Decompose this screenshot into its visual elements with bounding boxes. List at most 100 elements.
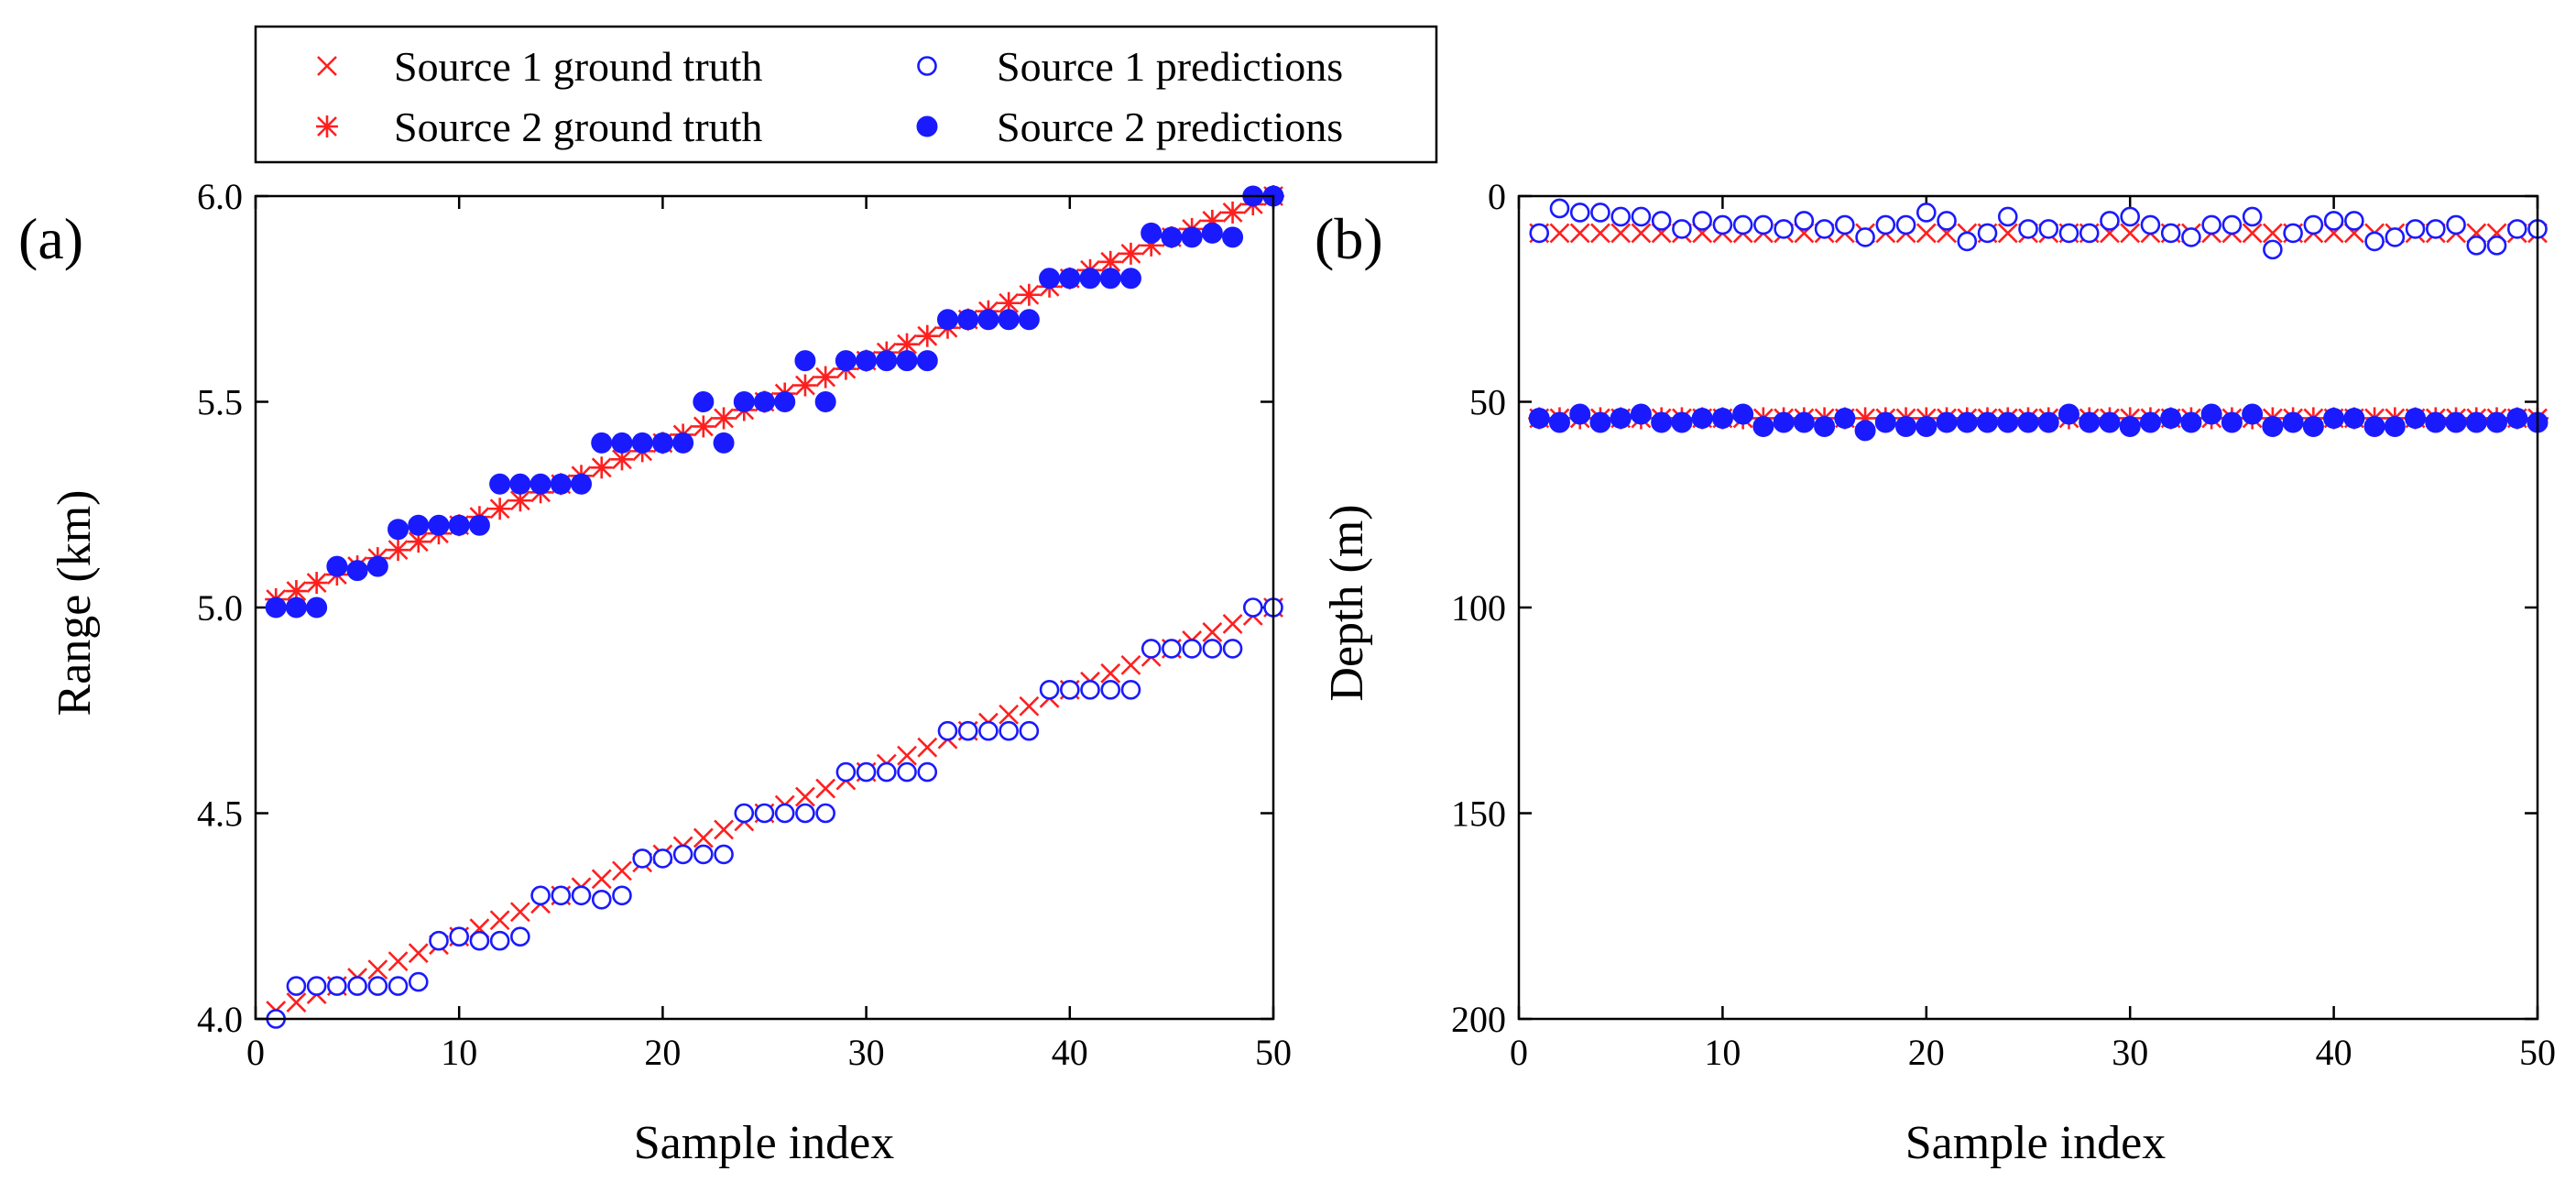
data-point [2486,235,2507,256]
data-point [1937,211,1957,231]
data-point [571,885,592,906]
data-point [2283,223,2303,244]
legend: Source 1 ground truth Source 1 predictio… [254,25,1438,164]
data-point [2242,206,2263,227]
data-point [1834,407,1856,429]
panel-b-ylabel: Depth (m) [1321,504,1373,701]
xtick-label: 10 [441,1032,477,1073]
data-point [897,745,917,766]
data-point [367,976,388,996]
data-point [429,930,449,951]
panel-a-xlabel: Sample index [634,1117,895,1169]
data-point [693,827,714,848]
data-point [1854,420,1876,442]
data-point [2038,219,2059,239]
data-point [2160,407,2182,429]
panel-a: (a) Range (km) Sample index 4.0 4.5 5.0 5.5… [18,176,1292,1169]
ytick-label: 0 [1488,176,1506,217]
legend-marker-source2-gt [316,115,338,137]
data-point [591,889,612,910]
data-point [917,761,938,783]
data-point [998,309,1020,331]
data-point [2242,403,2264,425]
data-point [590,456,613,479]
data-point [550,473,572,495]
data-point [896,350,918,372]
data-point [591,869,612,890]
data-point [2384,415,2406,437]
data-point [2506,219,2527,239]
data-point [1018,283,1041,306]
data-point [1732,214,1753,235]
data-point [2079,411,2101,433]
data-point [835,761,857,783]
data-point [408,971,429,992]
data-point [1977,411,1999,433]
data-point [1997,223,2018,244]
data-point [1711,407,1733,429]
data-point [612,885,632,906]
data-point [651,432,673,454]
data-point [754,391,775,412]
data-point [1732,403,1754,425]
data-point [1589,411,1611,433]
data-point [2160,223,2181,244]
legend-marker-shape-3 [916,115,938,137]
data-point [877,761,897,783]
data-point [1957,231,1978,252]
data-point [897,761,917,783]
data-point [2426,219,2446,239]
data-point [2263,239,2283,260]
ytick-label: 4.0 [197,999,243,1040]
data-point [2486,411,2508,433]
data-point [795,803,815,824]
data-point [957,309,979,331]
xtick-label: 50 [2519,1032,2556,1073]
ytick-label: 50 [1469,382,1506,423]
data-point [978,720,999,741]
data-point [814,366,837,389]
legend-marker-source1-pred [917,56,937,76]
data-point [1060,679,1080,700]
data-point [692,415,715,438]
data-point [2506,407,2528,429]
data-point [1222,226,1244,248]
series-2 [266,597,1283,1029]
data-point [1977,223,1998,244]
data-point [1529,223,1550,244]
data-point [1631,206,1652,227]
data-point [346,560,368,582]
data-point [815,803,835,824]
series-3 [265,185,1284,611]
data-point [1672,219,1692,239]
data-point [2363,415,2385,437]
data-point [1956,411,1978,433]
data-point [1119,242,1142,265]
data-point [652,848,673,869]
data-point [814,391,836,412]
data-point [1528,407,1550,429]
data-point [2181,227,2201,247]
data-point [2242,223,2263,244]
data-point [2058,403,2079,425]
data-point [1916,223,1937,244]
data-point [449,926,470,947]
panel-b-frame [1517,194,2539,1021]
data-point [1039,268,1061,290]
data-point [1549,223,1570,244]
data-point [611,432,633,454]
legend-marker-shape-0 [317,56,337,76]
data-point [1119,268,1141,290]
ytick-label: 6.0 [197,176,243,217]
data-point [1120,654,1141,675]
data-point [285,597,307,618]
data-point [408,514,430,536]
data-point [306,597,328,618]
data-point [936,309,958,331]
data-point [1855,227,1875,247]
data-point [489,930,510,951]
data-point [2139,411,2161,433]
ytick-label: 200 [1451,999,1506,1040]
panel-b: (b) Depth (m) Sample index 050100150200 … [1315,176,2556,1169]
data-point [2303,214,2324,235]
